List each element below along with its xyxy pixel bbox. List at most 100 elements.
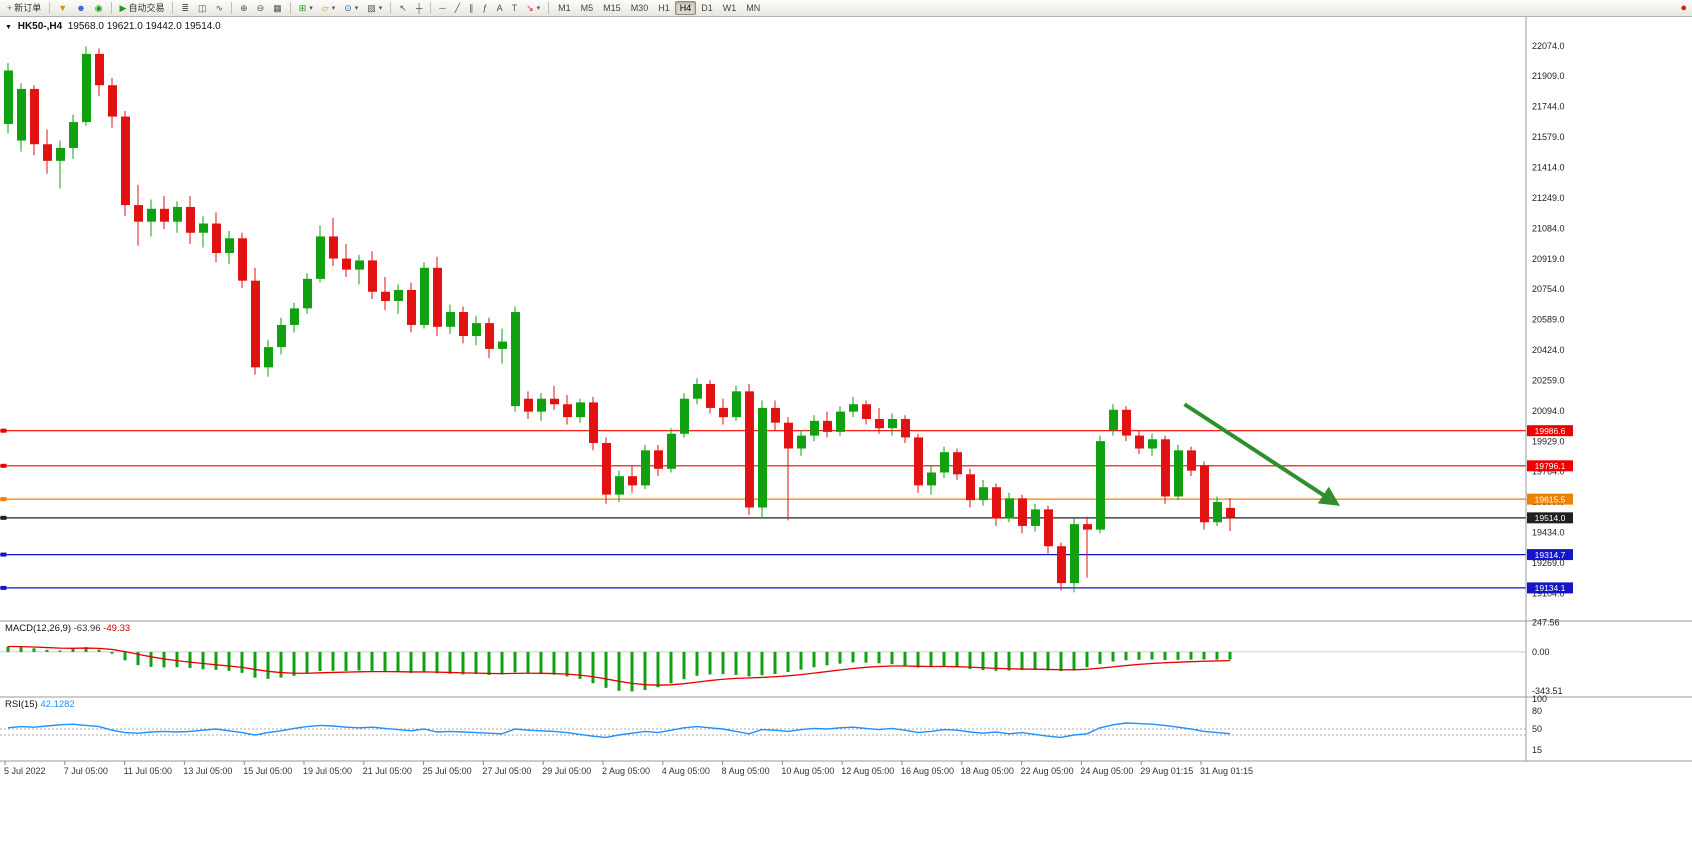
candlestick-mode-button[interactable]: ◫ xyxy=(194,1,211,15)
toolbar-right-group: ● xyxy=(1680,1,1689,14)
timeframe-d1-button[interactable]: D1 xyxy=(696,1,718,15)
svg-text:20424.0: 20424.0 xyxy=(1532,345,1565,355)
macd-name: MACD(12,26,9) xyxy=(5,623,71,634)
svg-text:21414.0: 21414.0 xyxy=(1532,162,1565,172)
hline-tool-button[interactable]: ─ xyxy=(435,1,449,15)
toolbar-separator xyxy=(49,2,51,14)
arrows-tool-button[interactable]: ↘ ▾ xyxy=(522,1,544,15)
label-tool-icon: T xyxy=(511,2,518,13)
price-tag-label: 19514.0 xyxy=(1535,513,1566,523)
period-button[interactable]: ⊙ ▾ xyxy=(340,1,362,15)
svg-text:5 Jul 2022: 5 Jul 2022 xyxy=(4,766,46,776)
rsi-value: 42.1282 xyxy=(40,699,75,710)
arrow-object-icon: ↘ xyxy=(526,2,534,13)
chart-canvas[interactable]: 22074.0 21909.0 21744.0 21579.0 21414.0 21249… xyxy=(0,17,1692,797)
timeframe-m5-button[interactable]: M5 xyxy=(576,1,599,15)
timeframe-mn-button[interactable]: MN xyxy=(741,1,765,15)
auto-trading-label: 自动交易 xyxy=(128,2,165,13)
candles xyxy=(4,46,1235,593)
toolbar-separator xyxy=(289,2,291,14)
new-chart-button[interactable]: ⊞ ▾ xyxy=(295,1,317,15)
chevron-down-icon: ▾ xyxy=(378,4,383,12)
svg-text:20754.0: 20754.0 xyxy=(1532,284,1565,294)
play-icon: ▶ xyxy=(119,2,127,13)
svg-text:4 Aug 05:00: 4 Aug 05:00 xyxy=(662,766,710,776)
svg-text:0.00: 0.00 xyxy=(1532,647,1550,657)
svg-text:19434.0: 19434.0 xyxy=(1532,528,1565,538)
toolbar-separator xyxy=(172,2,174,14)
svg-text:7 Jul 05:00: 7 Jul 05:00 xyxy=(64,766,108,776)
timeframe-w1-button[interactable]: W1 xyxy=(718,1,742,15)
accounts-button[interactable]: ☻ xyxy=(72,1,89,15)
channel-tool-button[interactable]: ∥ xyxy=(465,1,478,15)
macd-signal-value: -49.33 xyxy=(103,623,131,634)
label-tool-button[interactable]: T xyxy=(508,1,522,15)
text-tool-button[interactable]: A xyxy=(493,1,507,15)
line-chart-mode-button[interactable]: ∿ xyxy=(212,1,228,15)
timeframe-m1-button[interactable]: M1 xyxy=(553,1,576,15)
profiles-button[interactable]: ▱ ▾ xyxy=(318,1,339,15)
svg-text:20919.0: 20919.0 xyxy=(1532,254,1565,264)
new-order-button[interactable]: + 新订单 xyxy=(3,1,45,15)
chart-area[interactable]: 22074.0 21909.0 21744.0 21579.0 21414.0 21249… xyxy=(0,17,1692,841)
svg-text:247.56: 247.56 xyxy=(1532,617,1560,627)
svg-text:10 Aug 05:00: 10 Aug 05:00 xyxy=(781,766,834,776)
cursor-tool-button[interactable]: ↖ xyxy=(395,1,411,15)
price-tag-label: 19986.6 xyxy=(1535,426,1566,436)
macd-signal-line xyxy=(7,645,1231,686)
market-filter-button[interactable]: ▼ xyxy=(54,1,71,15)
time-axis[interactable]: 5 Jul 2022 7 Jul 05:00 11 Jul 05:00 13 Jul … xyxy=(4,761,1253,776)
svg-text:29 Jul 05:00: 29 Jul 05:00 xyxy=(542,766,591,776)
svg-text:21579.0: 21579.0 xyxy=(1532,132,1565,142)
funnel-icon: ▼ xyxy=(58,2,68,13)
main-toolbar: + 新订单 ▼ ☻ ◉ ▶ 自动交易 ≣ ◫ ∿ ⊕ ⊖ ▦ ⊞ ▾ ▱ ▾ ⊙ ▾ … xyxy=(0,0,1692,17)
hline-left-handle[interactable] xyxy=(0,515,7,520)
fibonacci-tool-button[interactable]: ƒ xyxy=(479,1,492,15)
timeframe-h4-button[interactable]: H4 xyxy=(674,1,697,15)
svg-text:50: 50 xyxy=(1532,724,1542,734)
hline-left-handle[interactable] xyxy=(0,552,7,557)
community-button[interactable]: ◉ xyxy=(91,1,107,15)
rsi-name: RSI(15) xyxy=(5,699,38,710)
toolbar-separator xyxy=(430,2,432,14)
zoom-out-button[interactable]: ⊖ xyxy=(253,1,269,15)
new-order-icon: + xyxy=(7,2,13,13)
price-axis[interactable]: 22074.0 21909.0 21744.0 21579.0 21414.0 21249… xyxy=(1532,41,1565,599)
price-tag xyxy=(1527,549,1573,561)
notification-icon[interactable]: ● xyxy=(1680,1,1687,14)
chart-dropdown-icon[interactable]: ▼ xyxy=(5,24,12,31)
trendline-tool-button[interactable]: ╱ xyxy=(451,1,464,15)
svg-text:19269.0: 19269.0 xyxy=(1532,558,1565,568)
crosshair-tool-button[interactable]: ┼ xyxy=(412,1,426,15)
zoom-in-button[interactable]: ⊕ xyxy=(236,1,252,15)
hline-left-handle[interactable] xyxy=(0,463,7,468)
channel-icon: ∥ xyxy=(469,2,474,13)
price-tag-label: 19796.1 xyxy=(1535,461,1566,471)
svg-text:25 Jul 05:00: 25 Jul 05:00 xyxy=(423,766,472,776)
timeframe-h1-button[interactable]: H1 xyxy=(653,1,675,15)
trend-arrow[interactable] xyxy=(1183,402,1341,506)
trendline-icon: ╱ xyxy=(454,2,461,13)
timeframe-m15-button[interactable]: M15 xyxy=(598,1,626,15)
community-icon: ◉ xyxy=(94,2,103,13)
hline-left-handle[interactable] xyxy=(0,428,7,433)
line-chart-icon: ∿ xyxy=(215,2,224,13)
hline-left-handle[interactable] xyxy=(0,585,7,590)
svg-text:31 Aug 01:15: 31 Aug 01:15 xyxy=(1200,766,1253,776)
clock-icon: ⊙ xyxy=(344,2,352,13)
svg-text:11 Jul 05:00: 11 Jul 05:00 xyxy=(124,766,172,776)
user-icon: ☻ xyxy=(76,2,86,13)
tile-windows-button[interactable]: ▦ xyxy=(269,1,286,15)
templates-button[interactable]: ▨ ▾ xyxy=(363,1,386,15)
price-tag-label: 19615.5 xyxy=(1535,494,1566,504)
svg-text:100: 100 xyxy=(1532,694,1547,704)
svg-text:8 Aug 05:00: 8 Aug 05:00 xyxy=(722,766,770,776)
profiles-icon: ▱ xyxy=(321,2,329,13)
bar-chart-mode-button[interactable]: ≣ xyxy=(177,1,193,15)
svg-text:19929.0: 19929.0 xyxy=(1532,436,1565,446)
chart-close-value: 19514.0 xyxy=(184,21,221,32)
hline-left-handle[interactable] xyxy=(0,497,7,502)
timeframe-m30-button[interactable]: M30 xyxy=(626,1,654,15)
auto-trading-button[interactable]: ▶ 自动交易 xyxy=(116,1,169,15)
price-tag xyxy=(1527,493,1573,505)
